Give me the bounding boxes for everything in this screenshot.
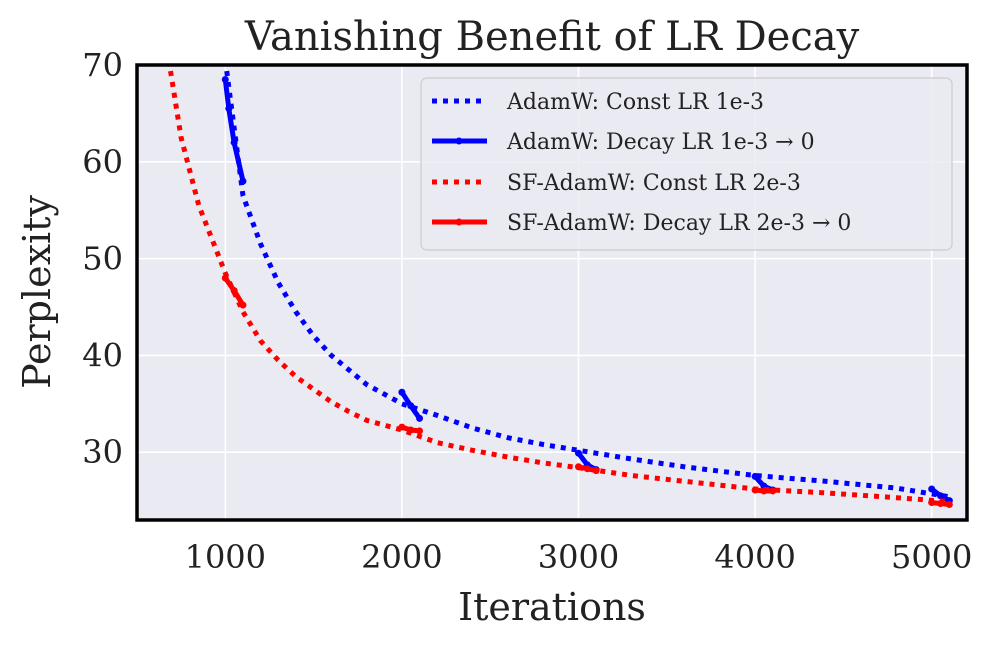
series-3-point: [760, 487, 768, 495]
series-3-point: [398, 423, 406, 431]
series-1-point: [928, 485, 936, 493]
legend-box: [420, 77, 953, 251]
legend-label-sf-adamw-decay: SF-AdamW: Decay LR 2e-3 → 0: [507, 211, 851, 236]
y-tick-label: 70: [82, 46, 123, 84]
series-1-point: [239, 177, 247, 185]
y-tick-label: 40: [82, 336, 123, 374]
series-3-point: [407, 426, 415, 434]
series-1-point: [221, 76, 229, 84]
x-tick-label: 3000: [538, 538, 619, 576]
series-3-point: [239, 301, 247, 309]
legend: AdamW: Const LR 1e-3 AdamW: Decay LR 1e-…: [420, 77, 953, 251]
series-3-point: [937, 500, 945, 508]
series-1-point: [937, 492, 945, 500]
legend-marker-adamw-decay: [455, 137, 463, 145]
x-tick-labels: 1000 2000 3000 4000 5000: [185, 538, 973, 576]
x-tick-label: 1000: [185, 538, 266, 576]
series-1-point: [398, 388, 406, 396]
x-tick-label: 4000: [714, 538, 795, 576]
y-tick-label: 30: [82, 433, 123, 471]
y-tick-label: 60: [82, 143, 123, 181]
x-axis-label: Iterations: [458, 585, 646, 629]
series-3-point: [221, 274, 229, 282]
series-1-point: [416, 414, 424, 422]
series-1-point: [225, 105, 233, 113]
series-3-point: [574, 463, 582, 471]
series-3-point: [769, 487, 777, 495]
x-tick-label: 5000: [891, 538, 972, 576]
series-1-point: [574, 449, 582, 457]
series-1-point: [407, 402, 415, 410]
y-axis-label: Perplexity: [15, 195, 59, 389]
series-1-point: [751, 472, 759, 480]
chart-title: Vanishing Benefit of LR Decay: [244, 14, 860, 60]
legend-marker-sf-adamw-decay: [455, 218, 463, 226]
series-3-point: [592, 467, 600, 475]
series-3-point: [751, 486, 759, 494]
plot-frame: [135, 63, 969, 522]
series-1-point: [230, 138, 238, 146]
legend-label-adamw-const: AdamW: Const LR 1e-3: [506, 90, 764, 115]
series-3-point: [945, 501, 953, 509]
legend-label-sf-adamw-const: SF-AdamW: Const LR 2e-3: [507, 171, 801, 196]
y-tick-labels: 30 40 50 60 70: [82, 46, 123, 471]
legend-label-adamw-decay: AdamW: Decay LR 1e-3 → 0: [506, 130, 815, 155]
series-3-point: [230, 287, 238, 295]
series-3-point: [583, 465, 591, 473]
series-1-segment-0: [222, 77, 246, 184]
series-layer: [167, 65, 953, 509]
y-tick-label: 50: [82, 240, 123, 278]
series-3-point: [928, 499, 936, 507]
x-tick-label: 2000: [361, 538, 442, 576]
series-3-point: [416, 427, 424, 435]
